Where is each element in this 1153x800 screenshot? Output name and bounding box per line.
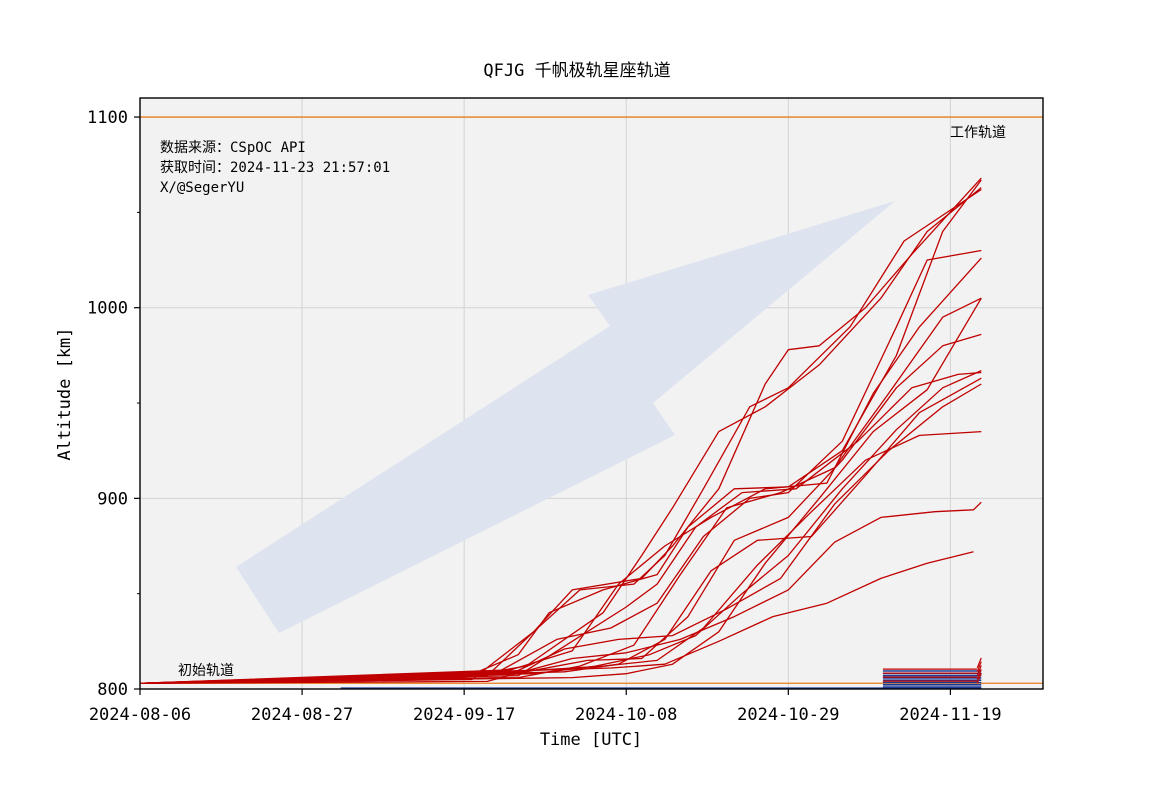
plot-frame	[139, 97, 1044, 690]
initial-orbit-label: 初始轨道	[178, 662, 234, 679]
series-line-9	[140, 383, 982, 684]
y-tick-label: 1000	[87, 299, 128, 319]
recent-red-rise	[976, 669, 982, 680]
y-tick-label: 1100	[87, 108, 128, 128]
x-tick-label: 2024-10-08	[575, 705, 677, 725]
recent-red-rise	[976, 665, 982, 676]
x-axis-ticks: 2024-08-06 2024-08-27 2024-09-17 2024-10-08…	[89, 689, 1002, 725]
series-line-7	[140, 333, 982, 684]
y-tick-label: 800	[97, 680, 128, 700]
info-source: 数据来源：CSpOC API	[160, 140, 306, 156]
recent-red-rise	[976, 657, 982, 669]
x-tick-label: 2024-11-19	[899, 705, 1001, 725]
x-tick-label: 2024-08-06	[89, 705, 191, 725]
info-author: X/@SegerYU	[160, 180, 244, 196]
series-line-5	[140, 257, 982, 684]
trend-arrow	[236, 201, 895, 633]
series-line-3	[140, 187, 982, 684]
x-tick-label: 2024-08-27	[251, 705, 353, 725]
series-line-10	[140, 430, 982, 684]
series-line-14	[140, 371, 982, 684]
y-axis-ticks: 800 900 1000 1100	[87, 108, 140, 700]
y-tick-label: 900	[97, 489, 128, 509]
chart-title: QFJG 千帆极轨星座轨道	[483, 61, 670, 81]
series-line-11	[140, 501, 982, 684]
trajectory-series	[140, 177, 982, 684]
x-tick-label: 2024-10-29	[737, 705, 839, 725]
x-axis-label: Time [UTC]	[540, 730, 642, 750]
work-orbit-label: 工作轨道	[950, 125, 1006, 141]
series-line-15	[140, 377, 982, 684]
series-line-13	[140, 188, 982, 684]
series-line-4	[140, 249, 982, 684]
recent-red-rise	[976, 672, 982, 684]
series-line-12	[140, 551, 974, 684]
y-axis-label: Altitude [km]	[55, 327, 75, 460]
series-line-16	[140, 297, 982, 684]
recent-satellites-cluster	[340, 657, 982, 689]
x-tick-label: 2024-09-17	[413, 705, 515, 725]
recent-red-rise	[976, 661, 982, 672]
info-fetch-time: 获取时间：2024-11-23 21:57:01	[160, 160, 390, 176]
